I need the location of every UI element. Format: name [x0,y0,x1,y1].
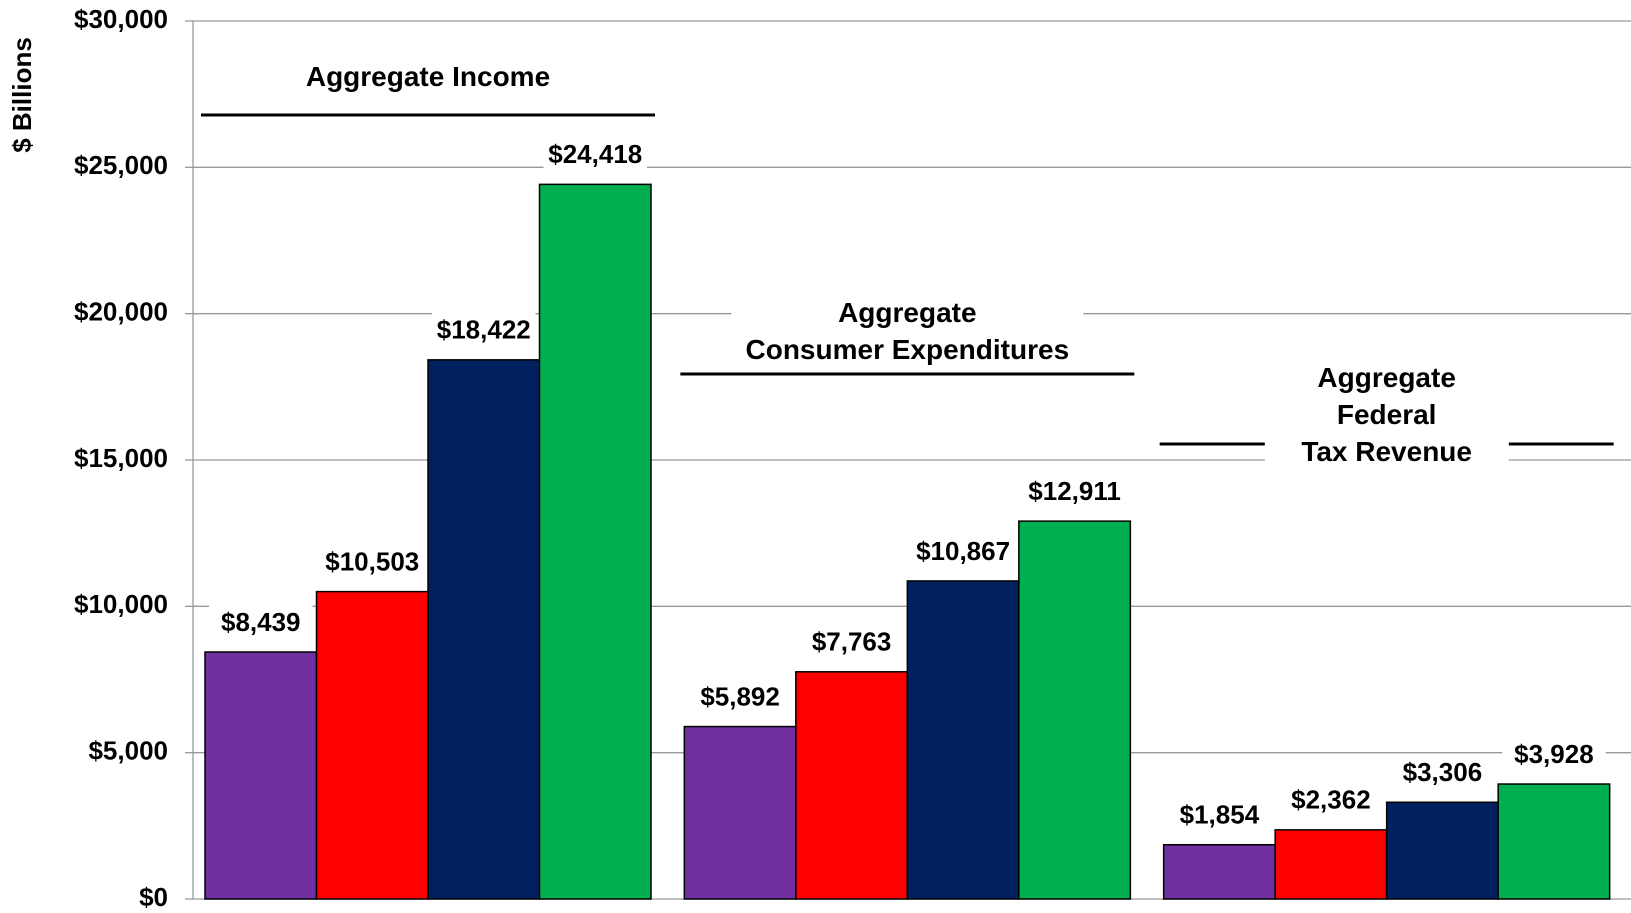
value-label: $10,867 [916,536,1010,566]
label-bg [1022,473,1127,514]
y-tick-label: $10,000 [74,589,168,619]
bar [683,725,797,900]
bar [1018,520,1132,900]
value-label: $3,928 [1514,739,1594,769]
bar [1274,829,1388,900]
label-bg [911,532,1015,573]
y-tick-label: $30,000 [74,4,168,34]
bar [538,183,652,900]
label-bg [1279,781,1383,822]
value-label: $18,422 [437,315,531,345]
value-label: $12,911 [1028,476,1121,506]
label-bg [1167,796,1272,837]
value-label: $1,854 [1180,800,1260,830]
label-bg [209,604,313,645]
category-label: Aggregate Consumer Expenditures [731,294,1084,368]
label-bg [799,623,904,664]
value-label: $2,362 [1291,785,1371,815]
value-label: $3,306 [1403,757,1483,787]
bar [1497,783,1611,900]
bar [427,359,541,900]
y-axis-label: $ Billions [7,37,37,153]
bar [204,651,318,900]
label-bg [543,136,647,177]
label-bg [432,311,536,352]
value-label: $24,418 [548,139,642,169]
y-tick-label: $5,000 [88,736,168,766]
bar [906,580,1020,900]
label-bg [688,678,792,719]
category-label: Aggregate Income [291,58,565,95]
y-tick-label: $25,000 [74,150,168,180]
category-label: Aggregate Federal Tax Revenue [1264,359,1509,470]
bar [795,671,909,900]
label-bg [1390,754,1495,795]
value-label: $10,503 [325,546,419,576]
label-bg [1502,736,1606,777]
bar [1162,843,1276,900]
value-label: $5,892 [700,681,780,711]
y-tick-label: $0 [139,882,168,912]
y-tick-label: $20,000 [74,297,168,327]
value-label: $8,439 [221,607,301,637]
y-tick-label: $15,000 [74,443,168,473]
bar [1385,801,1499,900]
bar [315,590,429,900]
value-label: $7,763 [812,627,892,657]
label-bg [320,543,424,584]
